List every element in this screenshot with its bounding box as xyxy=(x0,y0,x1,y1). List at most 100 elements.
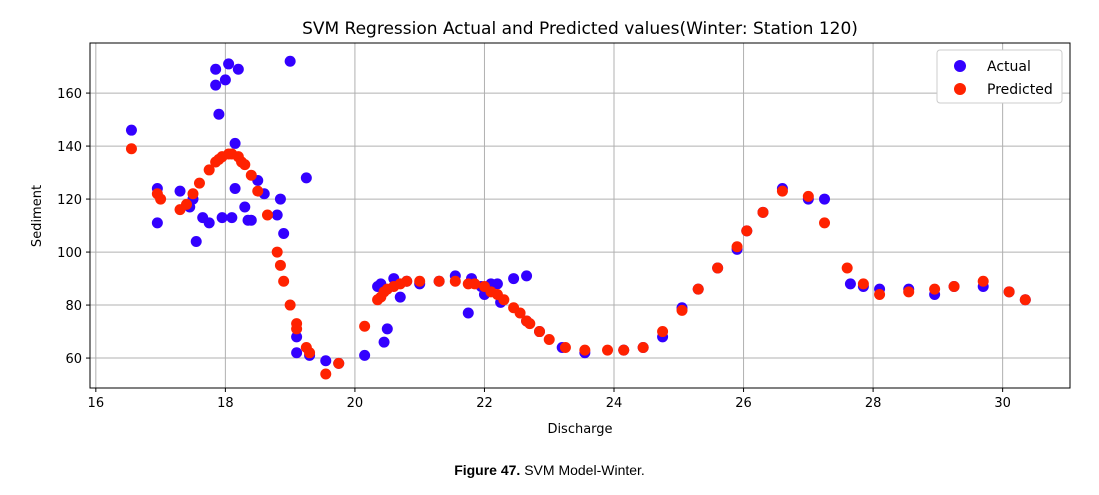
actual-point xyxy=(491,278,503,290)
predicted-point xyxy=(637,341,649,353)
axis-ticks: 16 18 20 22 24 26 28 30 60 80 100 120 140 160 xyxy=(57,87,1011,411)
actual-point xyxy=(151,217,163,229)
actual-point xyxy=(521,270,533,282)
predicted-point xyxy=(252,185,264,197)
predicted-point xyxy=(155,193,167,205)
legend-marker-actual xyxy=(954,60,966,72)
legend: Actual Predicted xyxy=(936,49,1063,104)
actual-point xyxy=(229,137,241,149)
predicted-point xyxy=(333,357,345,369)
legend-label-actual: Actual xyxy=(987,59,1031,75)
predicted-point xyxy=(291,323,303,335)
x-axis-label: Discharge xyxy=(547,422,612,437)
actual-point xyxy=(216,212,228,224)
predicted-point xyxy=(245,169,257,181)
predicted-point xyxy=(929,283,941,295)
predicted-point xyxy=(874,288,886,300)
predicted-point xyxy=(757,206,769,218)
x-tick-label: 16 xyxy=(88,396,105,411)
plot-frame xyxy=(89,42,1071,389)
predicted-point xyxy=(449,275,461,287)
chart-title: SVM Regression Actual and Predicted valu… xyxy=(302,19,858,39)
predicted-point xyxy=(657,326,669,338)
actual-point xyxy=(320,355,332,367)
actual-point xyxy=(359,349,371,361)
actual-point xyxy=(245,214,257,226)
legend-box xyxy=(936,49,1063,104)
predicted-point xyxy=(712,262,724,274)
actual-point xyxy=(232,63,244,75)
actual-point xyxy=(229,182,241,194)
actual-point xyxy=(394,291,406,303)
predicted-point xyxy=(187,188,199,200)
predicted-point xyxy=(676,304,688,316)
predicted-point xyxy=(534,326,546,338)
actual-point xyxy=(271,209,283,221)
x-tick-label: 30 xyxy=(994,396,1011,411)
predicted-point xyxy=(498,294,510,306)
predicted-point xyxy=(359,320,371,332)
predicted-point xyxy=(239,159,251,171)
x-tick-label: 18 xyxy=(217,396,234,411)
x-tick-label: 20 xyxy=(347,396,364,411)
caption-label: Figure 47. xyxy=(454,462,521,478)
predicted-point xyxy=(903,286,915,298)
actual-point xyxy=(239,201,251,213)
predicted-point xyxy=(1003,286,1015,298)
actual-point xyxy=(190,235,202,247)
y-tick-label: 80 xyxy=(65,299,82,314)
predicted-point xyxy=(819,217,831,229)
actual-point xyxy=(278,228,290,240)
y-axis-label: Sediment xyxy=(30,185,45,247)
x-tick-label: 28 xyxy=(865,396,882,411)
actual-point xyxy=(291,347,303,359)
y-tick-label: 160 xyxy=(57,87,82,102)
predicted-point xyxy=(284,299,296,311)
predicted-point xyxy=(181,198,193,210)
actual-point xyxy=(378,336,390,348)
predicted-point xyxy=(193,177,205,189)
actual-point xyxy=(819,193,831,205)
x-tick-label: 26 xyxy=(735,396,752,411)
predicted-point xyxy=(559,341,571,353)
actual-point xyxy=(508,273,520,285)
legend-marker-predicted xyxy=(954,83,966,95)
predicted-point xyxy=(261,209,273,221)
y-tick-label: 60 xyxy=(65,352,82,367)
predicted-point xyxy=(543,334,555,346)
actual-point xyxy=(210,79,222,91)
predicted-point xyxy=(802,190,814,202)
predicted-point xyxy=(524,318,536,330)
predicted-point xyxy=(401,275,413,287)
actual-point xyxy=(291,331,303,343)
x-tick-label: 24 xyxy=(606,396,623,411)
predicted-point xyxy=(1019,294,1031,306)
y-tick-label: 140 xyxy=(57,140,82,155)
predicted-point xyxy=(433,275,445,287)
actual-point xyxy=(223,58,235,70)
predicted-point xyxy=(741,225,753,237)
y-tick-label: 100 xyxy=(57,246,82,261)
predicted-point xyxy=(271,246,283,258)
actual-point xyxy=(300,172,312,184)
predicted-point xyxy=(203,164,215,176)
predicted-point xyxy=(274,259,286,271)
actual-point xyxy=(213,108,225,120)
predicted-point xyxy=(692,283,704,295)
x-tick-label: 22 xyxy=(476,396,493,411)
predicted-point xyxy=(841,262,853,274)
predicted-point xyxy=(977,275,989,287)
predicted-point xyxy=(948,281,960,293)
predicted-point xyxy=(514,307,526,319)
legend-label-predicted: Predicted xyxy=(987,82,1053,98)
scatter-chart: SVM Regression Actual and Predicted valu… xyxy=(30,19,1071,437)
predicted-point xyxy=(278,275,290,287)
actual-point xyxy=(210,63,222,75)
grid-lines xyxy=(90,43,1070,388)
actual-point xyxy=(174,185,186,197)
predicted-point xyxy=(776,185,788,197)
predicted-point xyxy=(731,241,743,253)
actual-point xyxy=(381,323,393,335)
data-points xyxy=(125,55,1031,380)
predicted-point xyxy=(304,347,316,359)
